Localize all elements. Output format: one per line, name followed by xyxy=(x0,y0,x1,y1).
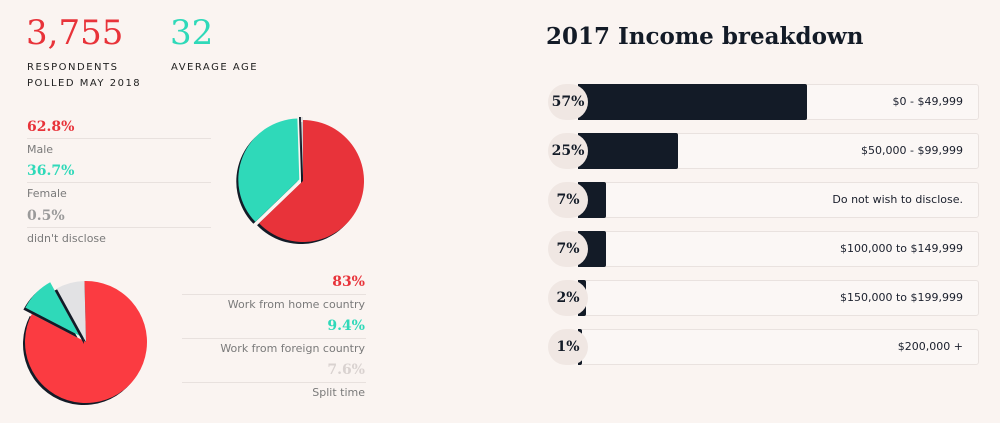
income-bar-value-label: 2% xyxy=(548,280,588,316)
income-bar-track xyxy=(578,329,979,365)
male-percent: 62.8% xyxy=(27,119,75,135)
gender-slice-didn-t-disclose xyxy=(301,117,303,177)
split-time-percent: 7.6% xyxy=(327,362,365,378)
gender-pie-chart xyxy=(236,117,365,244)
polled-caption: POLLED MAY 2018 xyxy=(27,78,142,89)
income-bar-category-label: Do not wish to disclose. xyxy=(832,193,963,206)
income-bar-track xyxy=(578,231,979,267)
income-bar-category-label: $200,000 + xyxy=(897,340,963,353)
income-bar-category-label: $150,000 to $199,999 xyxy=(839,291,963,304)
income-bar-track xyxy=(578,280,979,316)
income-bar-value-label: 1% xyxy=(548,329,588,365)
income-bar-row: 57% $0 - $49,999 xyxy=(548,84,979,120)
undisclosed-percent: 0.5% xyxy=(27,208,65,224)
work-slice-work-from-home-country xyxy=(24,281,147,404)
income-bar-row: 7% Do not wish to disclose. xyxy=(548,182,979,218)
income-bar xyxy=(578,84,807,120)
income-bar-row: 25% $50,000 - $99,999 xyxy=(548,133,979,169)
split-time-label: Split time xyxy=(312,386,365,399)
income-bar-value-label: 57% xyxy=(548,84,588,120)
income-bar-value-label: 7% xyxy=(548,231,588,267)
income-bar-value-label: 7% xyxy=(548,182,588,218)
income-chart-title: 2017 Income breakdown xyxy=(546,23,864,50)
income-bar-category-label: $0 - $49,999 xyxy=(892,95,963,108)
respondents-count: 3,755 xyxy=(26,13,124,53)
gender-slice-shadow-2 xyxy=(299,117,301,179)
female-percent: 36.7% xyxy=(27,163,75,179)
gender-slice-female xyxy=(238,118,300,222)
income-bar-row: 1% $200,000 + xyxy=(548,329,979,365)
income-bar xyxy=(578,133,679,169)
income-bar-track xyxy=(578,182,979,218)
male-label: Male xyxy=(27,143,54,156)
average-age-caption: AVERAGE AGE xyxy=(171,62,259,73)
work-slice-split-time xyxy=(56,281,86,342)
income-bar-category-label: $50,000 - $99,999 xyxy=(861,144,963,157)
foreign-country-label: Work from foreign country xyxy=(220,342,365,355)
average-age-value: 32 xyxy=(170,13,214,53)
gender-slice-male xyxy=(259,120,365,242)
home-country-percent: 83% xyxy=(332,274,365,290)
income-bar-category-label: $100,000 to $149,999 xyxy=(839,242,963,255)
foreign-country-percent: 9.4% xyxy=(327,318,365,334)
home-country-label: Work from home country xyxy=(227,298,365,311)
work-slice-work-from-foreign-country xyxy=(25,282,80,336)
undisclosed-label: didn't disclose xyxy=(27,232,106,245)
income-bar-row: 7% $100,000 to $149,999 xyxy=(548,231,979,267)
income-bar-value-label: 25% xyxy=(548,133,588,169)
respondents-caption: RESPONDENTS xyxy=(27,62,119,73)
income-bar-row: 2% $150,000 to $199,999 xyxy=(548,280,979,316)
work-location-pie-chart xyxy=(22,281,147,406)
female-label: Female xyxy=(27,187,67,200)
